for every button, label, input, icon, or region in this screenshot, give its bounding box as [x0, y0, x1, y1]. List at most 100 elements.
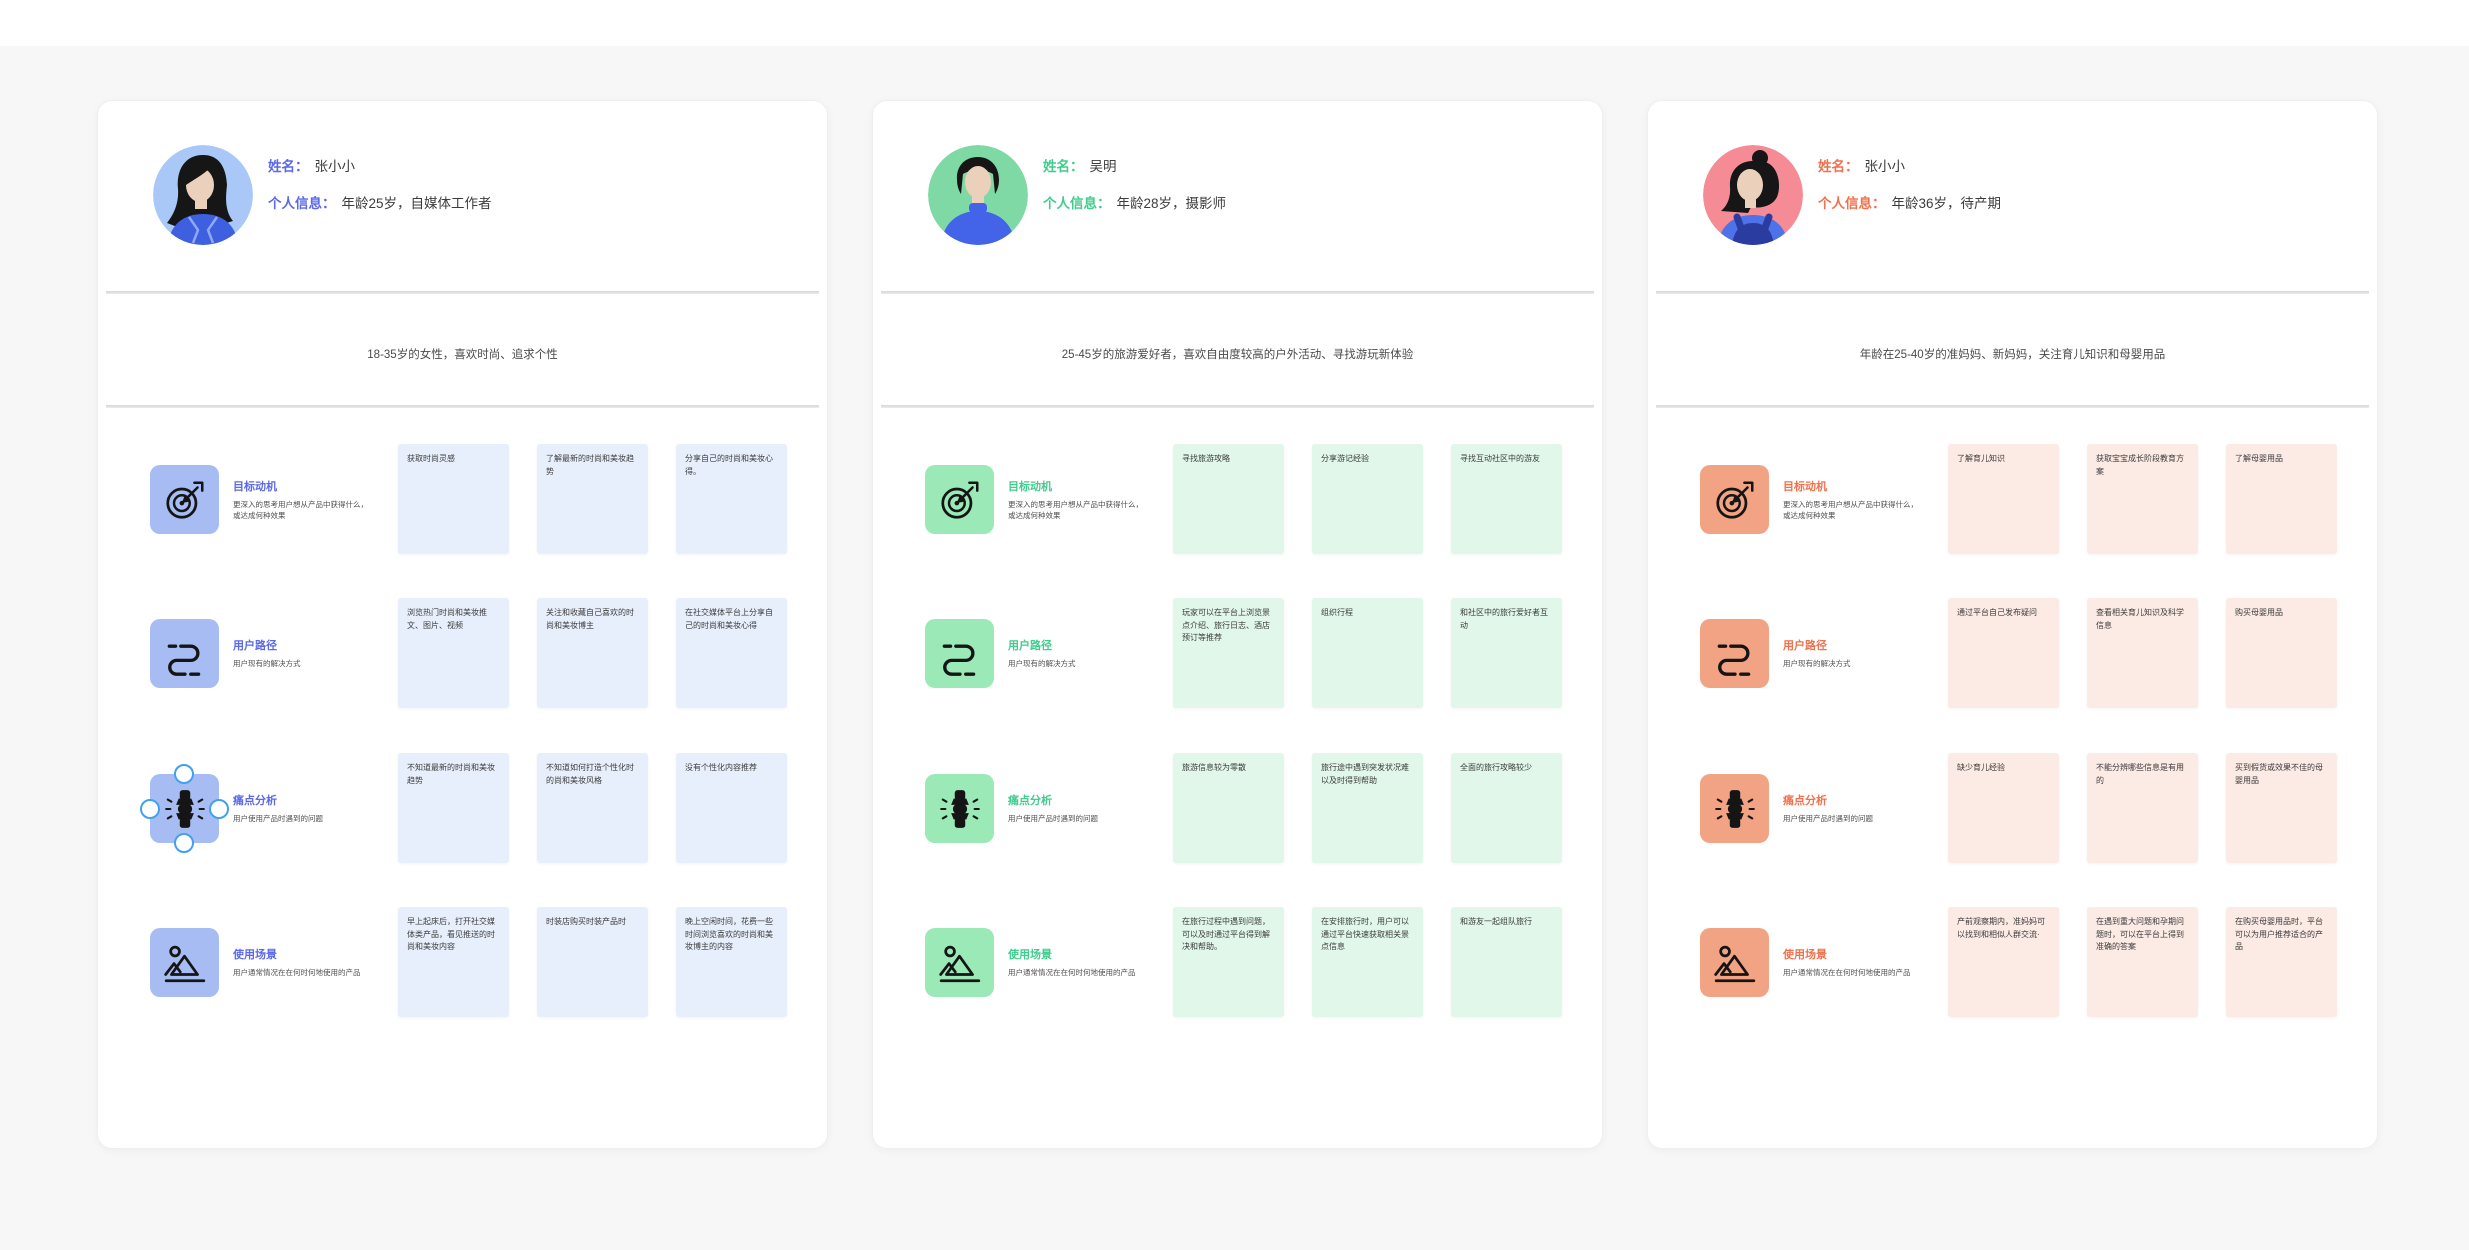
info-label: 个人信息：	[1818, 196, 1886, 211]
selection-handle-top[interactable]	[174, 764, 194, 784]
sticky-note[interactable]: 了解育儿知识	[1948, 444, 2059, 554]
row-desc: 用户通常情况在在何时何地使用的产品	[1783, 968, 1911, 977]
sticky-note[interactable]: 在安排旅行时，用户可以通过平台快速获取相关景点信息	[1312, 907, 1423, 1017]
avatar-woman-orange[interactable]	[1703, 145, 1803, 245]
sticky-note[interactable]: 在旅行过程中遇到问题，可以及时通过平台得到解决和帮助。	[1173, 907, 1284, 1017]
row-desc: 用户现有的解决方式	[233, 659, 301, 668]
persona-header: 姓名： 吴明 个人信息： 年龄28岁，摄影师	[1043, 158, 1226, 212]
avatar-woman-blue[interactable]	[153, 145, 253, 245]
sticky-note[interactable]: 产前观察期内，准妈妈可以找到和相似人群交流·	[1948, 907, 2059, 1017]
pain-icon[interactable]	[150, 774, 219, 843]
name-line[interactable]: 姓名： 张小小	[268, 158, 492, 175]
route-icon[interactable]	[150, 619, 219, 688]
persona-card-3[interactable]: 姓名： 张小小 个人信息： 年龄36岁，待产期 年龄在25-40岁的准妈妈、新妈妈，…	[1648, 101, 2377, 1148]
info-line[interactable]: 个人信息： 年龄25岁，自媒体工作者	[268, 195, 492, 212]
sticky-note[interactable]: 分享自己的时尚和美妆心得。	[676, 444, 787, 554]
sticky-note[interactable]: 晚上空闲时间，花费一些时间浏览喜欢的时尚和美妆博主的内容	[676, 907, 787, 1017]
row-desc: 用户使用产品时遇到的问题	[233, 814, 323, 823]
app-top-bar	[0, 0, 2469, 46]
sticky-note[interactable]: 了解最新的时尚和美妆趋势	[537, 444, 648, 554]
persona-summary[interactable]: 18-35岁的女性，喜欢时尚、追求个性	[367, 349, 558, 361]
sticky-note[interactable]: 组织行程	[1312, 598, 1423, 708]
sticky-note[interactable]: 获取宝宝成长阶段教育方案	[2087, 444, 2198, 554]
name-value: 吴明	[1089, 159, 1117, 174]
sticky-note[interactable]: 关注和收藏自己喜欢的时尚和美妆博主	[537, 598, 648, 708]
sticky-note[interactable]: 时装店购买时装产品时	[537, 907, 648, 1017]
selection-handle-left[interactable]	[140, 799, 160, 819]
row-user-path: 用户路径 用户现有的解决方式 通过平台自己发布疑问 查看相关育儿知识及科学信息 …	[1648, 598, 2377, 708]
row-title: 痛点分析	[233, 795, 277, 807]
sticky-note[interactable]: 在遇到重大问题和孕期问题时，可以在平台上得到准确的答案	[2087, 907, 2198, 1017]
sticky-note[interactable]: 不知道最新的时尚和美妆趋势	[398, 753, 509, 863]
info-value: 年龄28岁，摄影师	[1116, 196, 1227, 211]
sticky-note[interactable]: 获取时尚灵感	[398, 444, 509, 554]
sticky-note[interactable]: 不知道如何打造个性化时的尚和美妆风格	[537, 753, 648, 863]
info-line[interactable]: 个人信息： 年龄28岁，摄影师	[1043, 195, 1226, 212]
divider	[106, 291, 819, 294]
persona-summary[interactable]: 25-45岁的旅游爱好者，喜欢自由度较高的户外活动、寻找游玩新体验	[1061, 349, 1414, 361]
sticky-note[interactable]: 查看相关育儿知识及科学信息	[2087, 598, 2198, 708]
sticky-note[interactable]: 分享游记经验	[1312, 444, 1423, 554]
row-desc: 用户通常情况在在何时何地使用的产品	[233, 968, 361, 977]
persona-summary[interactable]: 年龄在25-40岁的准妈妈、新妈妈，关注育儿知识和母婴用品	[1859, 349, 2166, 361]
sticky-note[interactable]: 寻找旅游攻略	[1173, 444, 1284, 554]
sticky-note[interactable]: 买到假货或效果不佳的母婴用品	[2226, 753, 2337, 863]
sticky-note[interactable]: 没有个性化内容推荐	[676, 753, 787, 863]
row-title: 目标动机	[233, 480, 277, 493]
sticky-note[interactable]: 和社区中的旅行爱好者互动	[1451, 598, 1562, 708]
row-pain-points: 痛点分析 用户使用产品时遇到的问题 缺少育儿经验 不能分辨哪些信息是有用的 买到…	[1648, 753, 2377, 863]
target-icon[interactable]	[925, 465, 994, 534]
route-icon[interactable]	[1700, 619, 1769, 688]
selection-handle-bottom[interactable]	[174, 833, 194, 853]
sticky-note[interactable]: 玩家可以在平台上浏览景点介绍、旅行日志、酒店预订等推荐	[1173, 598, 1284, 708]
scene-icon[interactable]	[925, 928, 994, 997]
name-label: 姓名：	[1043, 159, 1084, 174]
row-use-scenarios: 使用场景 用户通常情况在在何时何地使用的产品 在旅行过程中遇到问题，可以及时通过…	[873, 907, 1602, 1017]
sticky-note[interactable]: 在购买母婴用品时，平台可以为用户推荐适合的产品	[2226, 907, 2337, 1017]
row-title: 目标动机	[1783, 480, 1827, 493]
info-line[interactable]: 个人信息： 年龄36岁，待产期	[1818, 195, 2001, 212]
route-icon[interactable]	[925, 619, 994, 688]
sticky-note[interactable]: 浏览热门时尚和美妆推文、图片、视频	[398, 598, 509, 708]
persona-card-2[interactable]: 姓名： 吴明 个人信息： 年龄28岁，摄影师 25-45岁的旅游爱好者，喜欢自由度较…	[873, 101, 1602, 1148]
row-title: 用户路径	[233, 640, 277, 652]
divider	[1656, 405, 2369, 408]
sticky-note[interactable]: 在社交媒体平台上分享自己的时尚和美妆心得	[676, 598, 787, 708]
row-title: 使用场景	[1008, 949, 1052, 961]
row-user-path: 用户路径 用户现有的解决方式 浏览热门时尚和美妆推文、图片、视频 关注和收藏自己…	[98, 598, 827, 708]
row-desc: 用户通常情况在在何时何地使用的产品	[1008, 968, 1136, 977]
sticky-note[interactable]: 缺少育儿经验	[1948, 753, 2059, 863]
persona-board: 姓名： 张小小 个人信息： 年龄25岁，自媒体工作者 18-35岁的女性，喜欢时尚、…	[98, 101, 2377, 1148]
name-line[interactable]: 姓名： 张小小	[1818, 158, 2001, 175]
target-icon[interactable]	[150, 465, 219, 534]
sticky-note[interactable]: 早上起床后，打开社交媒体类产品，看见推送的时尚和美妆内容	[398, 907, 509, 1017]
row-goals: 目标动机 更深入的思考用户想从产品中获得什么，或达成何种效果 了解育儿知识 获取…	[1648, 444, 2377, 554]
sticky-note[interactable]: 旅行途中遇到突发状况难以及时得到帮助	[1312, 753, 1423, 863]
row-goals: 目标动机 更深入的思考用户想从产品中获得什么，或达成何种效果 寻找旅游攻略 分享…	[873, 444, 1602, 554]
sticky-note[interactable]: 寻找互动社区中的游友	[1451, 444, 1562, 554]
sticky-note[interactable]: 和游友一起组队旅行	[1451, 907, 1562, 1017]
persona-card-1[interactable]: 姓名： 张小小 个人信息： 年龄25岁，自媒体工作者 18-35岁的女性，喜欢时尚、…	[98, 101, 827, 1148]
avatar-man-green[interactable]	[928, 145, 1028, 245]
selection-handle-right[interactable]	[209, 799, 229, 819]
pain-icon[interactable]	[925, 774, 994, 843]
sticky-note[interactable]: 通过平台自己发布疑问	[1948, 598, 2059, 708]
pain-icon[interactable]	[1700, 774, 1769, 843]
sticky-note[interactable]: 全面的旅行攻略较少	[1451, 753, 1562, 863]
row-title: 痛点分析	[1783, 795, 1827, 807]
row-use-scenarios: 使用场景 用户通常情况在在何时何地使用的产品 早上起床后，打开社交媒体类产品，看…	[98, 907, 827, 1017]
row-title: 用户路径	[1783, 640, 1827, 652]
target-icon[interactable]	[1700, 465, 1769, 534]
sticky-note[interactable]: 了解母婴用品	[2226, 444, 2337, 554]
name-line[interactable]: 姓名： 吴明	[1043, 158, 1226, 175]
scene-icon[interactable]	[150, 928, 219, 997]
info-label: 个人信息：	[268, 196, 336, 211]
sticky-note[interactable]: 不能分辨哪些信息是有用的	[2087, 753, 2198, 863]
sticky-note[interactable]: 购买母婴用品	[2226, 598, 2337, 708]
row-desc: 更深入的思考用户想从产品中获得什么，或达成何种效果	[1783, 499, 1918, 520]
sticky-note[interactable]: 旅游信息较为零散	[1173, 753, 1284, 863]
row-desc: 用户现有的解决方式	[1783, 659, 1851, 668]
row-title: 使用场景	[233, 949, 277, 961]
row-use-scenarios: 使用场景 用户通常情况在在何时何地使用的产品 产前观察期内，准妈妈可以找到和相似…	[1648, 907, 2377, 1017]
scene-icon[interactable]	[1700, 928, 1769, 997]
